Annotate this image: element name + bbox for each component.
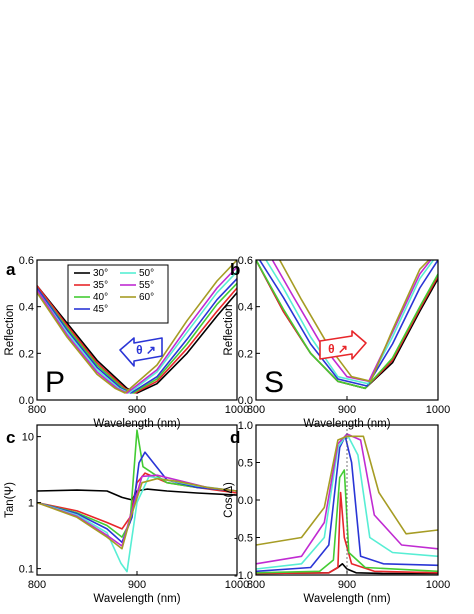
panel-letter: b	[230, 260, 240, 279]
series-line-35	[37, 285, 237, 394]
y-axis-label: Cos(Δ)	[223, 482, 235, 518]
x-tick-label: 800	[28, 579, 46, 591]
series-line-40	[37, 429, 237, 538]
legend-entry: 35°	[93, 280, 108, 291]
legend-entry: 40°	[93, 292, 108, 303]
y-tick-label: 0.6	[238, 255, 253, 267]
polarization-label: P	[45, 366, 65, 399]
y-tick-label: 0.0	[238, 395, 253, 407]
y-tick-label: 1	[28, 498, 34, 510]
plot-frame	[255, 424, 439, 576]
y-axis-label: Reflection	[4, 304, 16, 355]
y-tick-label: 0.1	[19, 564, 34, 576]
x-axis-label: Wavelength (nm)	[303, 593, 390, 605]
x-tick-label: 900	[128, 404, 146, 416]
legend-entry: 60°	[139, 292, 154, 303]
series-group	[37, 429, 237, 573]
theta-arrow-badge: θ ↗	[119, 337, 163, 367]
y-axis-label: Tan(Ψ)	[4, 482, 16, 518]
theta-label: θ ↗	[328, 342, 348, 356]
x-tick-label: 1000	[225, 579, 249, 591]
series-line-40	[256, 260, 438, 390]
y-tick-label: 0.2	[19, 348, 34, 360]
legend-entry: 55°	[139, 280, 154, 291]
y-tick-label: -0.5	[234, 533, 253, 545]
series-line-60	[256, 435, 438, 546]
series-line-55	[37, 266, 237, 394]
series-group	[256, 433, 438, 575]
y-tick-label: 0.0	[238, 495, 253, 507]
x-tick-label: 1000	[225, 404, 249, 416]
y-axis-label: Reflection	[223, 304, 235, 355]
series-line-35	[256, 491, 438, 575]
y-tick-label: 1.0	[238, 420, 253, 432]
legend-entry: 45°	[93, 304, 108, 315]
panel-letter: c	[6, 428, 15, 447]
series-line-45	[258, 260, 438, 387]
polarization-label: S	[264, 366, 284, 399]
panel-c: 800 900 1000 0.1 1 10 Wavelength (nm) Tan(Ψ) c	[4, 424, 249, 605]
legend-entry: 50°	[139, 268, 154, 279]
x-tick-label: 800	[247, 404, 265, 416]
y-tick-label: 0.6	[19, 255, 34, 267]
x-tick-label: 900	[338, 579, 356, 591]
series-line-60	[37, 260, 237, 394]
arrow-outline	[319, 330, 367, 360]
panel-letter: a	[6, 260, 16, 279]
x-tick-label: 800	[247, 579, 265, 591]
y-tick-label: 0.0	[19, 395, 34, 407]
series-line-45	[256, 435, 438, 573]
series-line-60	[37, 477, 237, 550]
series-line-50	[37, 271, 237, 394]
series-line-50	[265, 260, 435, 385]
x-tick-label: 1000	[426, 404, 450, 416]
legend: 30°35°40°45° 50°55°60°	[67, 264, 169, 324]
y-tick-label: 0.2	[238, 348, 253, 360]
y-tick-label: 10	[22, 432, 34, 444]
series-line-40	[37, 282, 237, 394]
y-tick-label: 0.4	[19, 302, 34, 314]
series-group	[256, 260, 438, 390]
series-line-60	[278, 260, 430, 383]
y-tick-label: 0.5	[238, 458, 253, 470]
x-tick-label: 900	[128, 579, 146, 591]
y-tick-label: -1.0	[234, 570, 253, 582]
series-group	[37, 260, 237, 394]
x-axis-label: Wavelength (nm)	[303, 418, 390, 430]
legend-entry: 30°	[93, 268, 108, 279]
arrow-outline	[119, 337, 163, 367]
x-tick-label: 800	[28, 404, 46, 416]
theta-label: θ ↗	[136, 343, 156, 357]
x-axis-label: Wavelength (nm)	[93, 418, 180, 430]
theta-arrow-badge: θ ↗	[319, 330, 367, 360]
legend-frame	[67, 264, 169, 324]
series-line-45	[37, 278, 237, 394]
series-line-30	[37, 285, 237, 394]
x-tick-label: 1000	[426, 579, 450, 591]
series-line-40	[256, 469, 438, 574]
y-tick-label: 0.4	[238, 302, 253, 314]
x-tick-label: 900	[338, 404, 356, 416]
panel-a: 800 900 1000 0.0 0.2 0.4 0.6 Wavelength (nm) Ref…	[4, 255, 249, 430]
panel-letter: d	[230, 428, 240, 447]
x-axis-label: Wavelength (nm)	[93, 593, 180, 605]
